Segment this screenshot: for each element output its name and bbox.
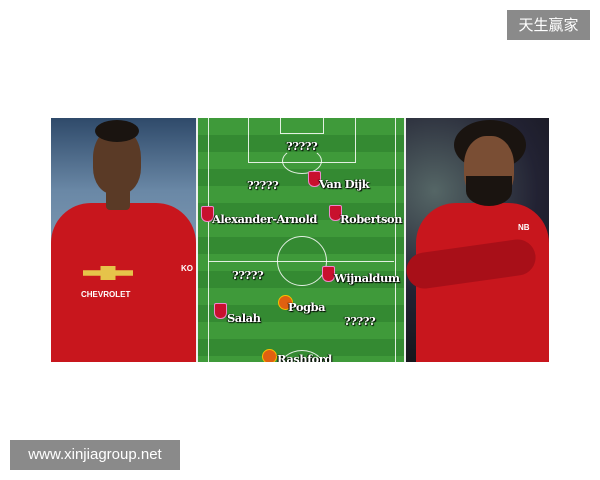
liverpool-crest-icon: [214, 303, 227, 319]
liverpool-crest-icon: [308, 171, 321, 187]
player-label: ?????: [286, 139, 318, 153]
player-label: Van Dijk: [319, 177, 370, 191]
player-label: Alexander-Arnold: [212, 212, 317, 226]
sponsor-text: CHEVROLET: [81, 290, 131, 299]
player-label: Pogba: [288, 300, 326, 314]
player-label: Wijnaldum: [334, 271, 400, 285]
player-label: ?????: [344, 314, 376, 328]
watermark-top: 天生赢家: [507, 10, 590, 40]
player-label: Robertson: [340, 212, 402, 226]
player-label: ?????: [232, 268, 264, 282]
liverpool-crest-icon: [322, 266, 335, 282]
player-label: ?????: [247, 178, 279, 192]
manchester-united-crest-icon: [262, 349, 277, 362]
kit-text: NB: [518, 223, 530, 232]
watermark-bottom: www.xinjiagroup.net: [10, 440, 180, 470]
liverpool-crest-icon: [329, 205, 342, 221]
composite-image: CHEVROLET KO ????? ????? Van Dijk Alexan…: [51, 118, 549, 362]
liverpool-crest-icon: [201, 206, 214, 222]
player-label: Salah: [227, 311, 261, 325]
photo-salah: NB: [406, 118, 549, 362]
kit-text: KO: [181, 264, 193, 273]
manchester-united-crest-icon: [278, 295, 293, 310]
player-label: Rashford: [277, 352, 332, 362]
pitch-lineup: ????? ????? Van Dijk Alexander-Arnold Ro…: [196, 118, 406, 362]
photo-pogba: CHEVROLET KO: [51, 118, 196, 362]
